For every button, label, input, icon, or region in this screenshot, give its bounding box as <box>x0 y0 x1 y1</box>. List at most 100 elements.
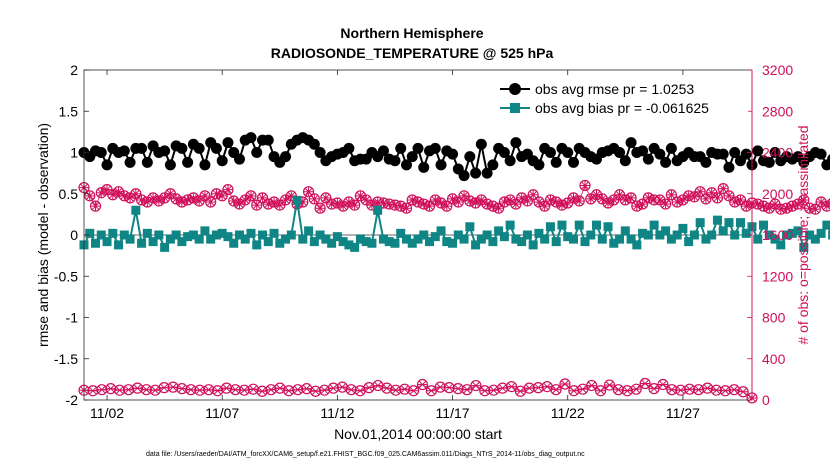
bias-marker <box>776 240 786 250</box>
assimilated-count-marker <box>586 194 596 204</box>
low-count-x-marker <box>711 386 721 394</box>
bias-marker <box>488 237 498 247</box>
rmse-marker <box>700 156 712 168</box>
assimilated-count-marker <box>378 198 389 208</box>
assimilated-count-marker <box>424 201 435 211</box>
bias-marker <box>281 234 291 244</box>
assimilated-count-marker <box>540 201 550 211</box>
low-count-marker <box>710 384 722 396</box>
bias-marker <box>315 230 325 240</box>
bias-marker <box>684 237 694 247</box>
low-count-x-marker <box>640 379 650 388</box>
bias-marker <box>528 240 538 250</box>
bias-marker <box>592 220 602 230</box>
possible-count-marker <box>711 192 724 204</box>
possible-count-marker <box>187 192 200 204</box>
low-count-marker <box>434 381 446 393</box>
x-tick-label: 11/22 <box>551 405 585 421</box>
bias-marker <box>309 237 319 247</box>
bias-marker <box>194 234 204 244</box>
possible-count-marker <box>331 197 343 209</box>
assimilated-count-marker <box>286 191 296 201</box>
low-count-marker <box>265 384 277 396</box>
assimilated-count-marker <box>165 189 175 199</box>
low-count-x-marker <box>195 386 205 394</box>
assimilated-count-marker <box>661 199 671 209</box>
low-count-marker <box>479 385 491 397</box>
rmse-marker <box>389 155 401 167</box>
bias-marker <box>258 230 268 240</box>
low-count-marker <box>87 385 99 397</box>
possible-count-marker <box>671 196 683 208</box>
low-count-x-marker <box>587 381 597 390</box>
rmse-marker <box>251 147 263 158</box>
bias-marker <box>148 237 158 247</box>
assimilated-count-marker <box>528 190 538 200</box>
bias-marker <box>119 230 129 240</box>
possible-count-marker <box>395 200 407 212</box>
bias-marker <box>298 234 308 244</box>
low-count-marker <box>737 386 749 398</box>
bias-marker <box>378 234 388 244</box>
right-tick-label: 2000 <box>762 186 793 202</box>
low-count-marker <box>185 384 197 396</box>
rmse-marker <box>164 159 176 171</box>
assimilated-count-marker <box>505 195 515 205</box>
assimilated-count-marker <box>816 197 826 207</box>
bias-marker <box>442 237 452 247</box>
bias-marker <box>615 234 625 244</box>
assimilated-count-marker <box>229 196 239 206</box>
bias-marker <box>563 232 573 242</box>
legend-box <box>496 76 748 120</box>
assimilated-count-marker <box>136 195 147 205</box>
possible-count-marker <box>596 193 608 205</box>
assimilated-count-marker <box>96 188 106 198</box>
possible-count-marker <box>677 194 689 206</box>
low-count-marker <box>283 385 295 397</box>
left-tick-label: -2 <box>66 392 79 408</box>
assimilated-count-marker <box>712 193 723 203</box>
rmse-marker <box>101 159 113 171</box>
low-count-x-marker <box>328 384 338 392</box>
bias-marker <box>183 232 193 242</box>
low-count-marker <box>586 379 598 392</box>
low-count-x-marker <box>293 386 303 394</box>
assimilated-count-marker <box>787 201 797 211</box>
assimilated-count-marker <box>327 199 337 209</box>
assimilated-count-marker <box>666 190 676 200</box>
rmse-marker <box>504 155 516 167</box>
assimilated-count-marker <box>488 201 498 211</box>
assimilated-count-marker <box>309 194 319 204</box>
rmse-marker <box>245 132 257 144</box>
right-tick-label: 2400 <box>762 145 793 161</box>
possible-count-marker <box>602 197 614 209</box>
assimilated-count-marker <box>822 201 830 211</box>
rmse-marker <box>763 156 775 168</box>
assimilated-count-marker <box>113 187 124 197</box>
x-tick-label: 11/07 <box>205 405 239 421</box>
bias-marker <box>373 205 383 215</box>
bias-marker <box>730 230 740 240</box>
possible-count-marker <box>475 194 487 206</box>
assimilated-count-marker <box>753 199 763 209</box>
assimilated-count-marker <box>568 193 579 203</box>
low-count-x-marker <box>186 386 196 394</box>
possible-count-marker <box>147 192 159 204</box>
bias-marker <box>476 234 486 244</box>
assimilated-count-marker <box>551 197 561 207</box>
bias-marker <box>626 234 636 244</box>
bias-marker <box>91 238 101 248</box>
bias-marker <box>574 220 584 230</box>
bias-marker <box>597 234 607 244</box>
assimilated-count-marker <box>125 193 135 203</box>
possible-count-marker <box>366 199 378 211</box>
bias-marker <box>540 234 550 244</box>
possible-count-marker <box>268 196 280 208</box>
rmse-marker <box>464 151 476 163</box>
assimilated-count-marker <box>390 200 400 210</box>
rmse-marker <box>308 138 320 150</box>
possible-count-marker <box>827 198 830 208</box>
possible-count-marker <box>585 193 597 205</box>
low-count-x-marker <box>685 385 695 393</box>
bias-marker <box>586 230 596 240</box>
